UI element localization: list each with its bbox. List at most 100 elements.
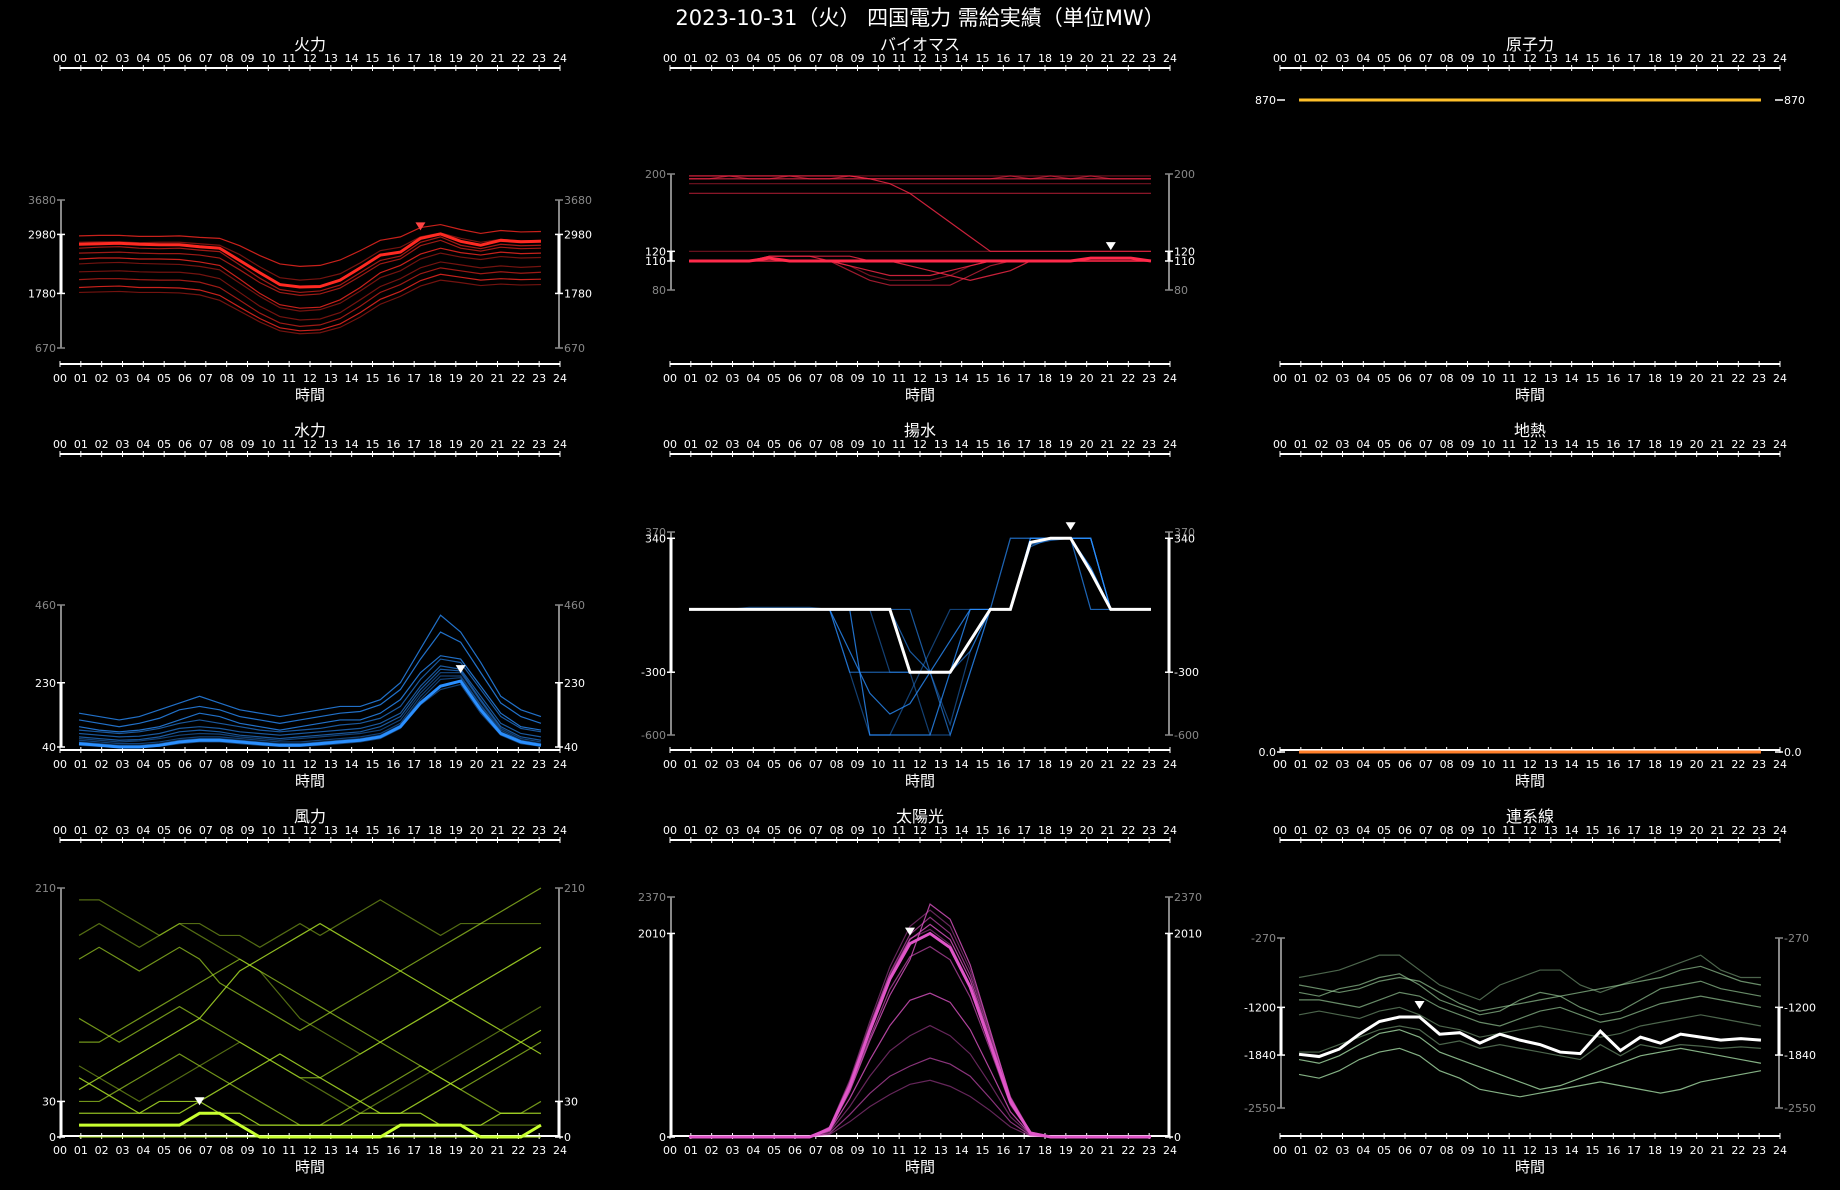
y-tick-label: 3680 <box>28 194 56 207</box>
x-tick-label: 01 <box>684 438 698 451</box>
x-tick-label: 14 <box>1565 758 1579 771</box>
x-tick-label: 21 <box>1711 52 1725 65</box>
series-line <box>689 537 1151 727</box>
x-tick-label: 03 <box>726 824 740 837</box>
x-tick-label: 08 <box>830 824 844 837</box>
x-tick-label: 09 <box>1461 372 1475 385</box>
x-tick-label: 18 <box>1038 52 1052 65</box>
y-tick-label: -300 <box>1174 666 1199 679</box>
x-tick-label: 03 <box>726 438 740 451</box>
x-tick-label: 06 <box>788 372 802 385</box>
y-tick-label: 3680 <box>564 194 592 207</box>
highlight-line <box>689 536 1151 674</box>
x-tick-label: 09 <box>851 372 865 385</box>
x-tick-label: 11 <box>282 824 296 837</box>
x-tick-label: 08 <box>220 1144 234 1157</box>
x-tick-label: 12 <box>1523 824 1537 837</box>
series-line <box>78 631 542 728</box>
x-tick-label: 05 <box>767 1144 781 1157</box>
x-tick-label: 16 <box>386 52 400 65</box>
x-tick-label: 08 <box>1440 52 1454 65</box>
x-tick-label: 04 <box>1356 438 1370 451</box>
x-tick-label: 22 <box>1121 758 1135 771</box>
x-tick-label: 01 <box>684 1144 698 1157</box>
y-tick-label: 110 <box>1174 255 1195 268</box>
x-tick-label: 06 <box>788 1144 802 1157</box>
y-tick-label: 370 <box>1174 526 1195 539</box>
x-tick-label: 22 <box>1121 1144 1135 1157</box>
x-tick-label: 20 <box>1080 438 1094 451</box>
y-tick-label: 2010 <box>1174 927 1202 940</box>
x-tick-label: 09 <box>241 758 255 771</box>
x-tick-label: 23 <box>1142 824 1156 837</box>
x-tick-label: 09 <box>1461 824 1475 837</box>
x-tick-label: 23 <box>532 1144 546 1157</box>
chart-title: 連系線 <box>1506 807 1554 826</box>
x-tick-label: 11 <box>892 758 906 771</box>
y-tick-label: 230 <box>564 677 585 690</box>
x-tick-label: 01 <box>1294 758 1308 771</box>
x-tick-label: 22 <box>1731 758 1745 771</box>
x-tick-label: 05 <box>767 438 781 451</box>
x-tick-label: 06 <box>1398 758 1412 771</box>
x-tick-label: 20 <box>1690 824 1704 837</box>
x-tick-label: 10 <box>261 438 275 451</box>
y-tick-label: -2550 <box>1784 1102 1816 1115</box>
x-tick-label: 15 <box>366 372 380 385</box>
x-tick-label: 16 <box>996 758 1010 771</box>
y-tick-label: -1200 <box>1244 1001 1276 1014</box>
x-tick-label: 07 <box>1419 1144 1433 1157</box>
x-tick-label: 03 <box>726 372 740 385</box>
x-tick-label: 04 <box>746 372 760 385</box>
x-tick-label: 14 <box>1565 438 1579 451</box>
x-tick-label: 06 <box>1398 372 1412 385</box>
x-tick-label: 05 <box>157 758 171 771</box>
x-tick-label: 21 <box>1711 372 1725 385</box>
x-tick-label: 21 <box>1711 1144 1725 1157</box>
x-tick-label: 05 <box>157 52 171 65</box>
y-tick-label: 2370 <box>638 891 666 904</box>
chart-title: 火力 <box>294 35 326 54</box>
x-tick-label: 10 <box>871 1144 885 1157</box>
x-tick-label: 23 <box>1752 1144 1766 1157</box>
series-line <box>79 279 541 335</box>
x-tick-label: 13 <box>934 438 948 451</box>
x-tick-label: 09 <box>1461 1144 1475 1157</box>
x-tick-label: 16 <box>996 1144 1010 1157</box>
y-tick-label: 670 <box>35 342 56 355</box>
x-tick-label: 22 <box>1121 372 1135 385</box>
x-tick-label: 04 <box>746 824 760 837</box>
x-tick-label: 18 <box>1648 372 1662 385</box>
x-tick-label: 16 <box>996 824 1010 837</box>
x-tick-label: 20 <box>1080 52 1094 65</box>
x-tick-label: 00 <box>53 1144 67 1157</box>
x-tick-label: 19 <box>1669 758 1683 771</box>
y-tick-label: 340 <box>1174 532 1195 545</box>
x-tick-label: 05 <box>1377 1144 1391 1157</box>
x-tick-label: 21 <box>491 52 505 65</box>
x-tick-label: 08 <box>830 372 844 385</box>
x-tick-label: 07 <box>809 372 823 385</box>
x-tick-label: 10 <box>1481 438 1495 451</box>
x-tick-label: 06 <box>178 758 192 771</box>
y-tick-label: 870 <box>1255 94 1276 107</box>
x-tick-label: 04 <box>1356 372 1370 385</box>
x-tick-label: 24 <box>1163 372 1177 385</box>
series-line <box>689 1079 1151 1138</box>
chart-panel-1: バイオマス 00 01 02 03 04 05 06 07 08 09 10 11 12 13 14 15 16 1… <box>645 35 1195 404</box>
series-line <box>78 672 542 743</box>
x-tick-label: 19 <box>449 438 463 451</box>
x-tick-label: 05 <box>1377 758 1391 771</box>
peak-marker <box>455 665 466 674</box>
y-tick-label: 1780 <box>28 287 56 300</box>
x-tick-label: 07 <box>199 52 213 65</box>
x-tick-label: 24 <box>553 372 567 385</box>
x-tick-label: 03 <box>726 1144 740 1157</box>
x-tick-label: 04 <box>1356 824 1370 837</box>
x-tick-label: 06 <box>178 1144 192 1157</box>
series-line <box>1298 1047 1762 1098</box>
x-tick-label: 07 <box>1419 52 1433 65</box>
x-tick-label: 09 <box>851 1144 865 1157</box>
series-line <box>689 916 1151 1138</box>
